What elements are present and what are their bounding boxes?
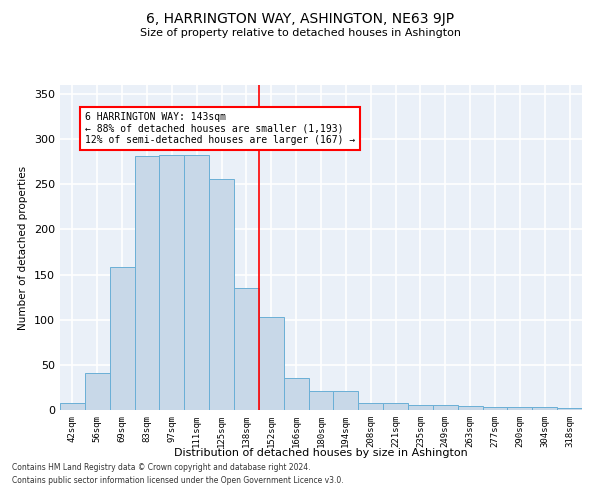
- Bar: [60, 403, 85, 410]
- Bar: [408, 406, 433, 410]
- Text: Size of property relative to detached houses in Ashington: Size of property relative to detached ho…: [139, 28, 461, 38]
- Text: 6 HARRINGTON WAY: 143sqm
← 88% of detached houses are smaller (1,193)
12% of sem: 6 HARRINGTON WAY: 143sqm ← 88% of detach…: [85, 112, 355, 146]
- Bar: [184, 156, 209, 410]
- Bar: [284, 378, 308, 410]
- Text: Contains HM Land Registry data © Crown copyright and database right 2024.: Contains HM Land Registry data © Crown c…: [12, 464, 311, 472]
- Bar: [209, 179, 234, 410]
- Bar: [358, 403, 383, 410]
- Bar: [308, 391, 334, 410]
- Bar: [482, 408, 508, 410]
- Bar: [134, 156, 160, 410]
- Text: Contains public sector information licensed under the Open Government Licence v3: Contains public sector information licen…: [12, 476, 344, 485]
- Bar: [532, 408, 557, 410]
- Bar: [110, 268, 134, 410]
- Text: 6, HARRINGTON WAY, ASHINGTON, NE63 9JP: 6, HARRINGTON WAY, ASHINGTON, NE63 9JP: [146, 12, 454, 26]
- Bar: [458, 406, 482, 410]
- Bar: [259, 317, 284, 410]
- Text: Distribution of detached houses by size in Ashington: Distribution of detached houses by size …: [174, 448, 468, 458]
- Bar: [508, 408, 532, 410]
- Bar: [85, 373, 110, 410]
- Y-axis label: Number of detached properties: Number of detached properties: [19, 166, 28, 330]
- Bar: [557, 408, 582, 410]
- Bar: [334, 391, 358, 410]
- Bar: [160, 156, 184, 410]
- Bar: [383, 403, 408, 410]
- Bar: [433, 406, 458, 410]
- Bar: [234, 288, 259, 410]
